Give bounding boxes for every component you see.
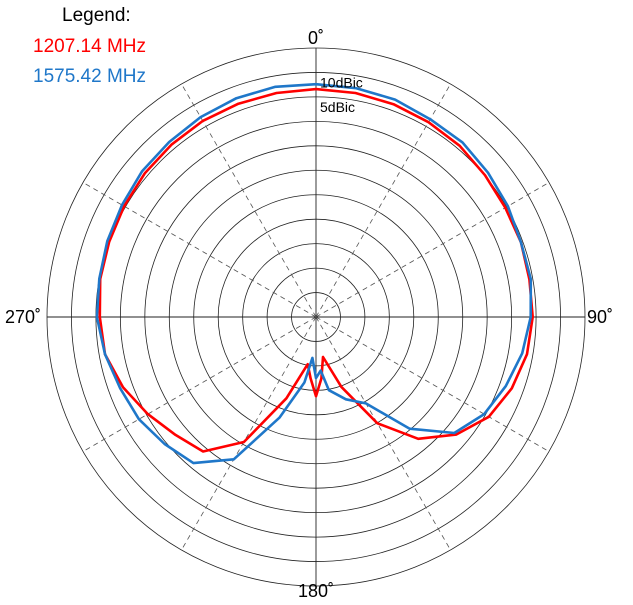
series-line-1 xyxy=(95,82,533,465)
grid-spoke-150 xyxy=(315,316,451,551)
grid-spoke-60 xyxy=(315,182,550,318)
series-line-0 xyxy=(98,87,534,453)
ring-label-10: 10dBic xyxy=(320,75,363,91)
angle-label-270: 270˚ xyxy=(5,307,41,327)
grid-spoke-330 xyxy=(181,83,317,318)
series-layer xyxy=(95,82,534,465)
label-layer: 0˚ 90˚ 180˚ 270˚ 10dBic 5dBic xyxy=(5,28,613,601)
angle-label-90: 90˚ xyxy=(587,307,613,327)
ring-label-5: 5dBic xyxy=(320,99,355,115)
grid-spokes xyxy=(47,48,585,586)
chart-legend: Legend: 1207.14 MHz 1575.42 MHz xyxy=(0,0,200,100)
grid-spoke-210 xyxy=(181,316,317,551)
legend-title: Legend: xyxy=(62,5,131,26)
grid-spoke-300 xyxy=(82,182,317,318)
legend-entry-1: 1575.42 MHz xyxy=(33,66,147,87)
angle-label-180: 180˚ xyxy=(298,581,334,601)
legend-entry-0: 1207.14 MHz xyxy=(33,36,147,57)
angle-label-0: 0˚ xyxy=(308,28,324,48)
